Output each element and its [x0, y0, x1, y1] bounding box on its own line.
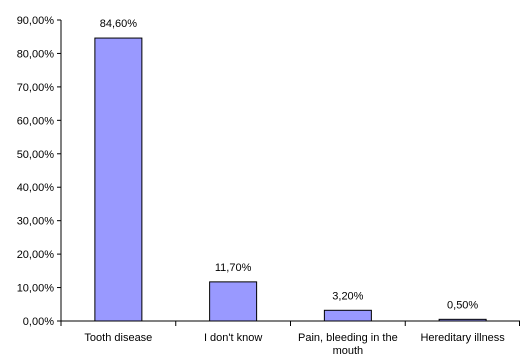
bar [438, 318, 487, 322]
y-tick-label: 80,00% [17, 48, 55, 60]
y-tick-label: 90,00% [17, 15, 55, 27]
x-axis: Tooth disease I don't know Pain, bleeding … [60, 320, 520, 357]
bar [209, 281, 258, 322]
y-tick-label: 0,00% [23, 316, 54, 328]
x-category-label: mouth [333, 345, 364, 357]
y-tick-label: 20,00% [17, 249, 55, 261]
y-tick-label: 50,00% [17, 149, 55, 161]
y-tick-label: 60,00% [17, 115, 55, 127]
bar [323, 309, 372, 322]
y-axis: 0,00% 10,00% 20,00% 30,00% 40,00% 50,00% 60,00… [17, 15, 62, 328]
data-label: 0,50% [447, 299, 478, 311]
y-tick-label: 10,00% [17, 283, 55, 295]
data-label: 11,70% [215, 262, 252, 274]
x-category-label: Tooth disease [84, 332, 152, 344]
data-label: 3,20% [332, 290, 363, 302]
x-category-label: I don't know [204, 332, 262, 344]
y-tick-label: 40,00% [17, 182, 55, 194]
y-tick-label: 70,00% [17, 82, 55, 94]
y-tick-label: 30,00% [17, 216, 55, 228]
x-category-label: Hereditary illness [420, 332, 505, 344]
bar [94, 37, 143, 322]
data-labels: 84,60% 11,70% 3,20% 0,50% [100, 18, 479, 311]
data-label: 84,60% [100, 18, 138, 30]
x-category-label: Pain, bleeding in the [298, 332, 398, 344]
bars [94, 37, 487, 322]
